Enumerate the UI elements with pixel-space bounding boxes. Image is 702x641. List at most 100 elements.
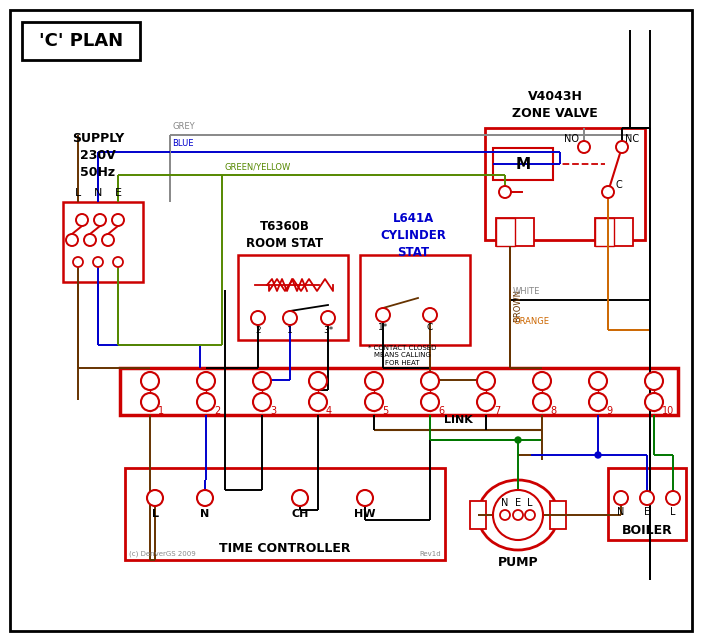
Circle shape [251, 311, 265, 325]
Circle shape [141, 372, 159, 390]
Circle shape [292, 490, 308, 506]
Text: BLUE: BLUE [172, 139, 194, 148]
Circle shape [309, 393, 327, 411]
Circle shape [73, 257, 83, 267]
Text: GREY: GREY [172, 122, 194, 131]
Text: BROWN: BROWN [513, 288, 522, 322]
Circle shape [602, 186, 614, 198]
Text: 7: 7 [494, 406, 501, 416]
Circle shape [595, 452, 601, 458]
Circle shape [533, 393, 551, 411]
Text: * CONTACT CLOSED
MEANS CALLING
FOR HEAT: * CONTACT CLOSED MEANS CALLING FOR HEAT [368, 344, 437, 365]
Text: Rev1d: Rev1d [419, 551, 441, 557]
Circle shape [102, 234, 114, 246]
Bar [125, 468, 445, 560]
Text: NO: NO [564, 134, 579, 144]
Circle shape [66, 234, 78, 246]
Circle shape [423, 308, 437, 322]
Text: E: E [644, 507, 650, 517]
Text: 10: 10 [662, 406, 674, 416]
Bar [63, 202, 143, 282]
Text: N: N [200, 509, 210, 519]
Circle shape [477, 393, 495, 411]
Circle shape [253, 393, 271, 411]
Text: N: N [617, 507, 625, 517]
Text: 1: 1 [158, 406, 164, 416]
Bar [496, 218, 515, 246]
Bar [595, 218, 614, 246]
Circle shape [640, 491, 654, 505]
Bar [470, 501, 486, 529]
Text: ORANGE: ORANGE [513, 317, 549, 326]
Circle shape [513, 510, 523, 520]
Circle shape [197, 490, 213, 506]
Circle shape [112, 214, 124, 226]
Text: 6: 6 [438, 406, 444, 416]
Bar [238, 255, 348, 340]
Circle shape [94, 214, 106, 226]
Circle shape [76, 214, 88, 226]
Text: 3*: 3* [323, 326, 333, 335]
Circle shape [525, 510, 535, 520]
Circle shape [421, 372, 439, 390]
Circle shape [533, 372, 551, 390]
Text: V4043H
ZONE VALVE: V4043H ZONE VALVE [512, 90, 598, 120]
Text: C: C [615, 180, 622, 190]
Text: TIME CONTROLLER: TIME CONTROLLER [219, 542, 351, 554]
Text: LINK: LINK [444, 415, 472, 425]
Circle shape [365, 393, 383, 411]
Text: N: N [501, 498, 509, 508]
Circle shape [113, 257, 123, 267]
Bar [493, 148, 553, 180]
Text: NC: NC [625, 134, 639, 144]
Circle shape [614, 491, 628, 505]
Text: 1*: 1* [378, 322, 388, 331]
Circle shape [477, 372, 495, 390]
Circle shape [616, 141, 628, 153]
Text: GREEN/YELLOW: GREEN/YELLOW [224, 162, 290, 171]
Circle shape [93, 257, 103, 267]
Circle shape [589, 372, 607, 390]
Circle shape [309, 372, 327, 390]
Bar [496, 218, 534, 246]
Circle shape [147, 490, 163, 506]
Text: 2: 2 [214, 406, 220, 416]
Text: L: L [75, 188, 81, 198]
Circle shape [197, 372, 215, 390]
Bar [22, 22, 140, 60]
Text: E: E [114, 188, 121, 198]
Circle shape [253, 372, 271, 390]
Text: T6360B
ROOM STAT: T6360B ROOM STAT [246, 220, 324, 250]
Circle shape [666, 491, 680, 505]
Circle shape [357, 490, 373, 506]
Text: (c) DenverGS 2009: (c) DenverGS 2009 [129, 551, 196, 557]
Text: L641A
CYLINDER
STAT: L641A CYLINDER STAT [380, 212, 446, 258]
Circle shape [84, 234, 96, 246]
Circle shape [321, 311, 335, 325]
Ellipse shape [478, 480, 558, 550]
Text: 8: 8 [550, 406, 556, 416]
Text: HW: HW [355, 509, 376, 519]
Text: M: M [515, 156, 531, 172]
Text: N: N [94, 188, 102, 198]
Text: SUPPLY
230V
50Hz: SUPPLY 230V 50Hz [72, 131, 124, 178]
Circle shape [589, 393, 607, 411]
Text: L: L [152, 509, 159, 519]
Circle shape [365, 372, 383, 390]
Bar [120, 368, 678, 415]
Text: BOILER: BOILER [622, 524, 673, 537]
Text: 4: 4 [326, 406, 332, 416]
Bar [485, 128, 645, 240]
Bar [595, 218, 633, 246]
Circle shape [283, 311, 297, 325]
Circle shape [578, 141, 590, 153]
Circle shape [500, 510, 510, 520]
Circle shape [376, 308, 390, 322]
Circle shape [645, 372, 663, 390]
Text: 9: 9 [606, 406, 612, 416]
Circle shape [421, 393, 439, 411]
Bar [608, 468, 686, 540]
Text: WHITE: WHITE [513, 287, 541, 296]
Text: E: E [515, 498, 521, 508]
Text: L: L [527, 498, 533, 508]
